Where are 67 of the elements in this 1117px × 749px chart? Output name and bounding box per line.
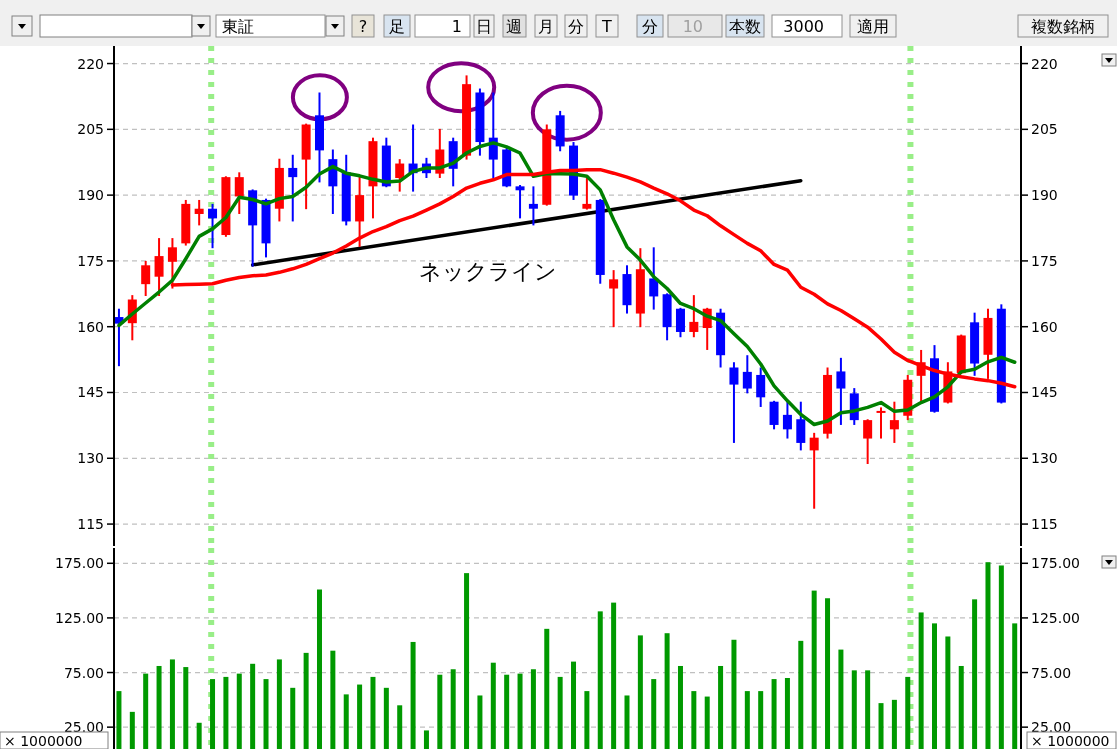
text: 分 [568,17,584,36]
text: 足 [389,17,405,36]
text: 東証 [222,17,254,36]
text: ? [358,17,368,36]
y-tick-label: 115 [77,516,104,533]
y2-tick-label: 205 [1031,121,1058,138]
candlestick [809,431,819,510]
candlestick [582,177,592,211]
candlestick [528,185,538,227]
text: 分 [642,17,658,36]
y-tick-label: 145 [77,384,104,401]
y-tick-label: 175 [77,252,104,269]
y2-tick-label: 175 [1031,252,1058,269]
y2-tick-label: 175.00 [1031,555,1080,572]
y2-tick-label: 75.00 [1031,664,1072,681]
candlestick [756,366,766,408]
y-tick-label: 130 [77,450,104,467]
text: 週 [506,17,522,36]
y-tick-label: 125.00 [55,609,104,626]
y-tick-label: 205 [77,121,104,138]
y-tick-label: 220 [77,55,104,72]
candlestick [796,400,806,452]
y-tick-label: 175.00 [55,555,104,572]
candlestick [689,294,699,339]
candlestick [288,153,298,223]
y2-tick-label: 145 [1031,384,1058,401]
y2-tick-label: 130 [1031,450,1058,467]
candlestick [609,269,619,329]
y-tick-label: 190 [77,187,104,204]
candlestick [729,361,739,444]
candlestick [742,354,752,395]
text: 複数銘柄 [1031,17,1095,36]
y2-tick-label: 125.00 [1031,609,1080,626]
text: 本数 [729,17,761,36]
candlestick [769,399,779,431]
y-tick-label: 75.00 [63,664,104,681]
y2-tick-label: 220 [1031,55,1058,72]
candlestick [154,237,164,297]
candlestick [141,259,151,297]
y-tick-label: 25.00 [63,719,104,736]
candlestick [889,400,899,444]
y-tick-label: 160 [77,318,104,335]
annotation: ネックライン [418,259,557,284]
candlestick [234,171,244,215]
candlestick [515,184,525,220]
y2-axis-title: × 1000000 [1031,733,1110,749]
text: 月 [538,17,554,36]
candlestick [836,356,846,426]
candlestick [194,198,204,227]
y2-tick-label: 25.00 [1031,719,1072,736]
candlestick [675,306,685,339]
text: 適用 [857,17,889,36]
text: 1 [451,17,462,36]
candlestick [863,418,873,465]
candlestick [395,158,405,193]
y-axis-title: × 1000000 [4,733,83,749]
candlestick [208,202,218,250]
text: T [601,17,613,36]
text: 3000 [783,17,824,36]
candlestick [876,406,886,440]
candlestick [649,246,659,311]
y2-tick-label: 160 [1031,318,1058,335]
y2-tick-label: 190 [1031,187,1058,204]
candlestick [782,400,792,440]
text: 10 [682,17,703,36]
y2-tick-label: 115 [1031,516,1058,533]
text: 日 [476,17,492,36]
